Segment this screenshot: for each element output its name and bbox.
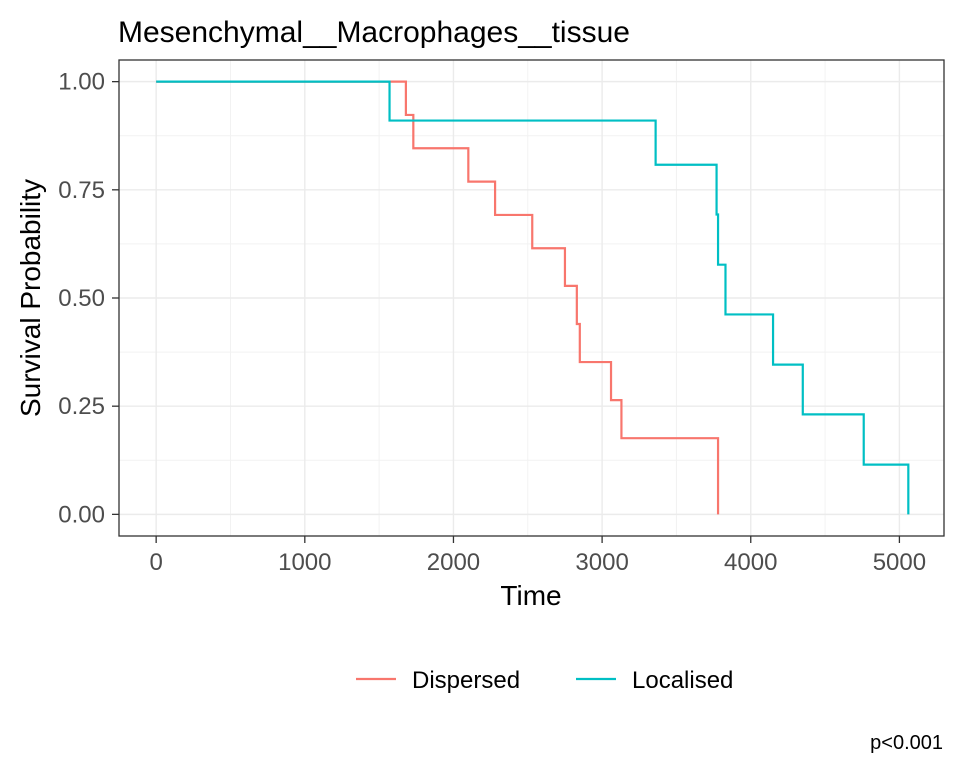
series-line-dispersed	[156, 80, 720, 515]
legend: Dispersed Localised	[356, 667, 733, 694]
x-tick-label: 2000	[427, 549, 480, 576]
y-tick-label: 0.00	[58, 501, 105, 528]
series-line-localised	[156, 80, 910, 515]
x-axis: 0 1000 2000 3000 4000 5000	[149, 536, 926, 576]
x-tick-label: 4000	[724, 549, 777, 576]
grid-major	[119, 60, 944, 536]
y-tick-label: 0.75	[58, 177, 105, 204]
y-tick-label: 0.50	[58, 285, 105, 312]
y-axis: 0.00 0.25 0.50 0.75 1.00	[58, 69, 119, 528]
x-tick-label: 3000	[575, 549, 628, 576]
y-axis-title: Survival Probability	[15, 179, 46, 417]
legend-item-dispersed: Dispersed	[356, 667, 520, 694]
y-tick-label: 1.00	[58, 69, 105, 96]
legend-label-dispersed: Dispersed	[412, 667, 520, 694]
y-tick-label: 0.25	[58, 393, 105, 420]
chart-title: Mesenchymal__Macrophages__tissue	[118, 16, 630, 49]
legend-item-localised: Localised	[576, 667, 733, 694]
legend-label-localised: Localised	[632, 667, 733, 694]
x-tick-label: 0	[149, 549, 162, 576]
p-value-annotation: p<0.001	[870, 732, 943, 754]
series-lines	[156, 80, 910, 515]
x-axis-title: Time	[500, 580, 561, 611]
x-tick-label: 5000	[873, 549, 926, 576]
x-tick-label: 1000	[278, 549, 331, 576]
